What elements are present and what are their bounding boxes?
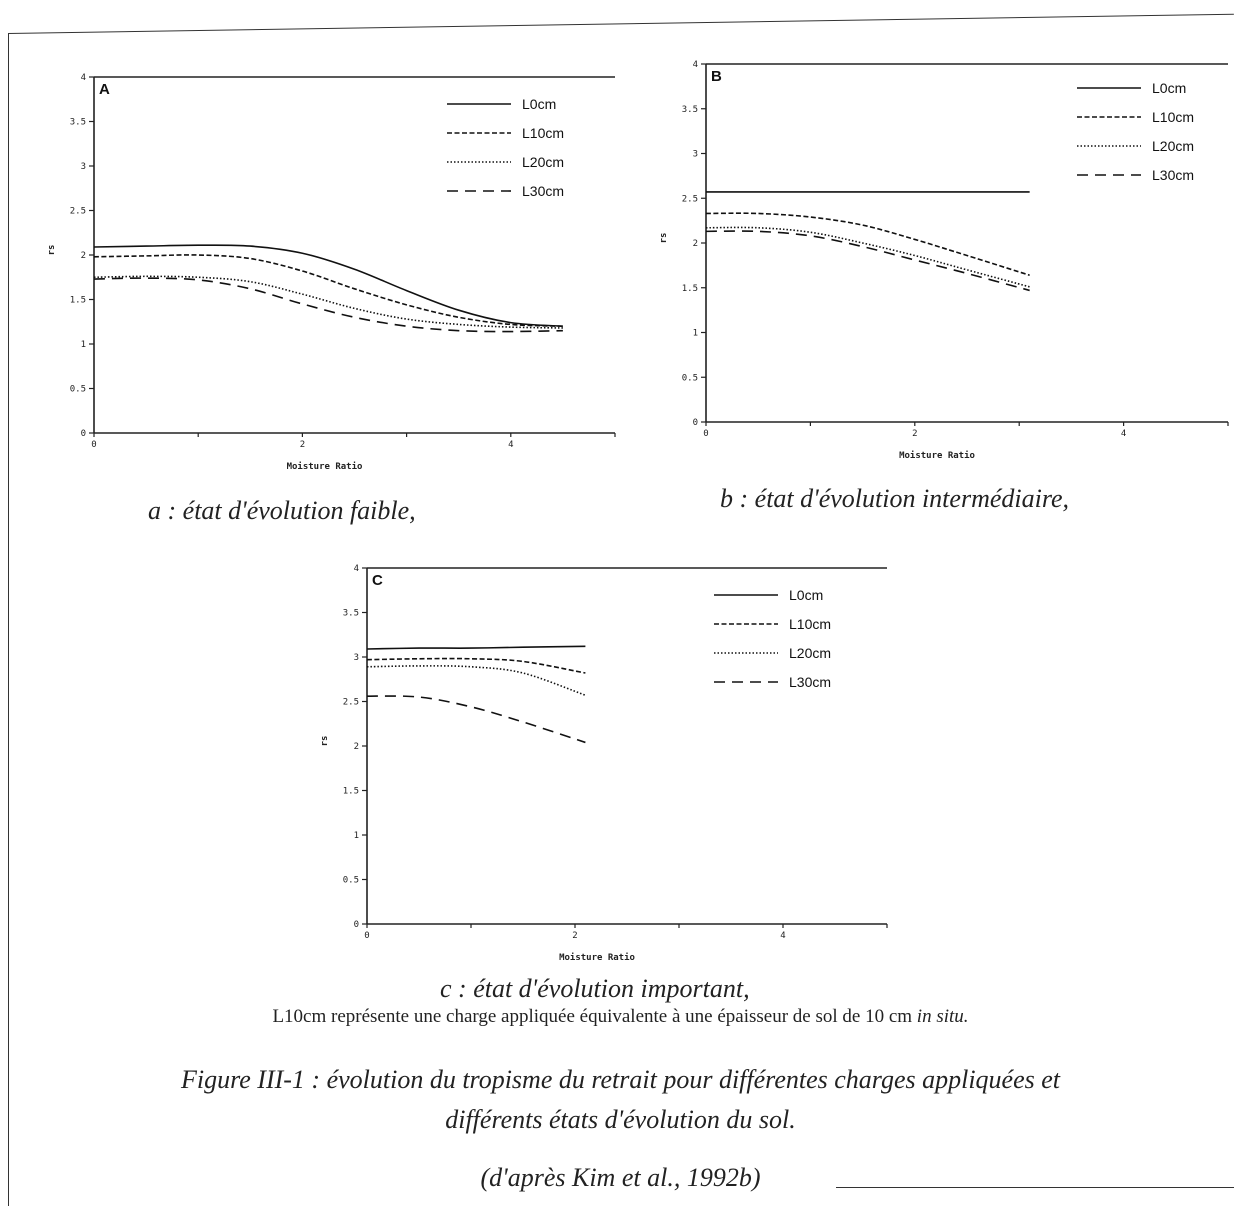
x-tick-label: 0: [703, 429, 708, 439]
y-tick-label: 3: [354, 653, 359, 663]
legend-label: L0cm: [1152, 80, 1186, 96]
y-tick-label: 3.5: [343, 609, 359, 619]
y-tick-label: 1: [81, 340, 86, 350]
x-axis-label: Moisture Ratio: [899, 450, 975, 461]
y-tick-label: 4: [693, 60, 698, 70]
figure-source: (d'après Kim et al., 1992b): [480, 1163, 761, 1192]
legend-label: L10cm: [1152, 109, 1194, 125]
y-axis-label: rs: [320, 736, 330, 747]
chart-panel-c: 0 0.5 1 1.5 2 2.5 3 3.5 4 0 2 4 Moisture Ratio rs C L0c…: [320, 564, 888, 963]
panel-letter: A: [99, 81, 110, 98]
y-tick-label: 3: [693, 150, 698, 160]
panel-letter: C: [372, 572, 383, 589]
frame-bottom-border: [836, 1187, 1234, 1188]
series-line-l10cm: [705, 212, 1030, 276]
legend-label: L30cm: [789, 674, 831, 690]
y-tick-label: 1.5: [343, 787, 359, 797]
y-tick-label: 0: [81, 429, 86, 439]
y-tick-label: 0.5: [343, 876, 359, 886]
y-tick-label: 3: [81, 162, 86, 172]
legend-label: L20cm: [1152, 138, 1194, 154]
caption-a: a : état d'évolution faible,: [148, 496, 416, 525]
x-tick-label: 4: [1121, 429, 1126, 439]
y-tick-label: 0.5: [682, 373, 698, 383]
y-tick-label: 1: [693, 329, 698, 339]
y-tick-label: 1.5: [682, 284, 698, 294]
series-line-l10cm: [366, 657, 586, 674]
y-tick-label: 2: [81, 251, 86, 261]
note-italic: in situ.: [916, 1006, 969, 1027]
chart-panel-a: 0 0.5 1 1.5 2 2.5 3 3.5 4 0 2 4 Moisture Ratio rs A L0c…: [47, 73, 616, 472]
legend-label: L0cm: [789, 587, 823, 603]
note-text: L10cm représente une charge appliquée éq…: [0, 1006, 1241, 1028]
y-tick-label: 1: [354, 831, 359, 841]
series-line-l20cm: [93, 275, 563, 329]
series-line-l30cm: [366, 695, 586, 744]
caption-b: b : état d'évolution intermédiaire,: [720, 484, 1070, 513]
series-line-l10cm: [93, 254, 563, 327]
x-tick-label: 0: [91, 440, 96, 450]
y-tick-label: 3.5: [682, 105, 698, 115]
frame-left-border: [8, 34, 9, 1206]
y-tick-label: 2.5: [343, 698, 359, 708]
x-tick-label: 2: [572, 931, 577, 941]
legend-label: L0cm: [522, 96, 556, 112]
legend-label: L20cm: [789, 645, 831, 661]
panel-letter: B: [711, 68, 722, 85]
legend-label: L10cm: [522, 125, 564, 141]
legend-label: L30cm: [522, 183, 564, 199]
y-tick-label: 0.5: [70, 385, 86, 395]
series-line-l0cm: [93, 244, 563, 327]
note-main: L10cm représente une charge appliquée éq…: [272, 1006, 917, 1027]
y-tick-label: 0: [354, 920, 359, 930]
y-tick-label: 4: [81, 73, 86, 83]
x-tick-label: 2: [912, 429, 917, 439]
y-tick-label: 2.5: [682, 194, 698, 204]
x-tick-label: 2: [300, 440, 305, 450]
legend-label: L10cm: [789, 616, 831, 632]
legend-label: L30cm: [1152, 167, 1194, 183]
y-tick-label: 4: [354, 564, 359, 574]
frame-top-border: [8, 13, 1234, 34]
figure-title-line1: Figure III-1 : évolution du tropisme du …: [180, 1065, 1061, 1094]
figure-title-line2: différents états d'évolution du sol.: [445, 1105, 796, 1134]
series-line-l0cm: [366, 645, 586, 650]
y-tick-label: 0: [693, 418, 698, 428]
y-tick-label: 2.5: [70, 207, 86, 217]
y-axis-label: rs: [659, 233, 669, 244]
series-line-l20cm: [705, 226, 1030, 288]
caption-c: c : état d'évolution important,: [440, 974, 750, 1003]
x-tick-label: 4: [780, 931, 785, 941]
y-tick-label: 2: [354, 742, 359, 752]
x-axis-label: Moisture Ratio: [287, 461, 363, 472]
series-line-l20cm: [366, 665, 586, 697]
x-axis-label: Moisture Ratio: [559, 952, 635, 963]
x-tick-label: 0: [364, 931, 369, 941]
y-tick-label: 3.5: [70, 118, 86, 128]
series-line-l30cm: [93, 277, 563, 333]
y-tick-label: 2: [693, 239, 698, 249]
y-axis-label: rs: [47, 245, 57, 256]
chart-panel-b: 0 0.5 1 1.5 2 2.5 3 3.5 4 0 2 4 Moisture Ratio rs B L0c…: [659, 60, 1229, 461]
y-tick-label: 1.5: [70, 296, 86, 306]
x-tick-label: 4: [508, 440, 513, 450]
legend-label: L20cm: [522, 154, 564, 170]
